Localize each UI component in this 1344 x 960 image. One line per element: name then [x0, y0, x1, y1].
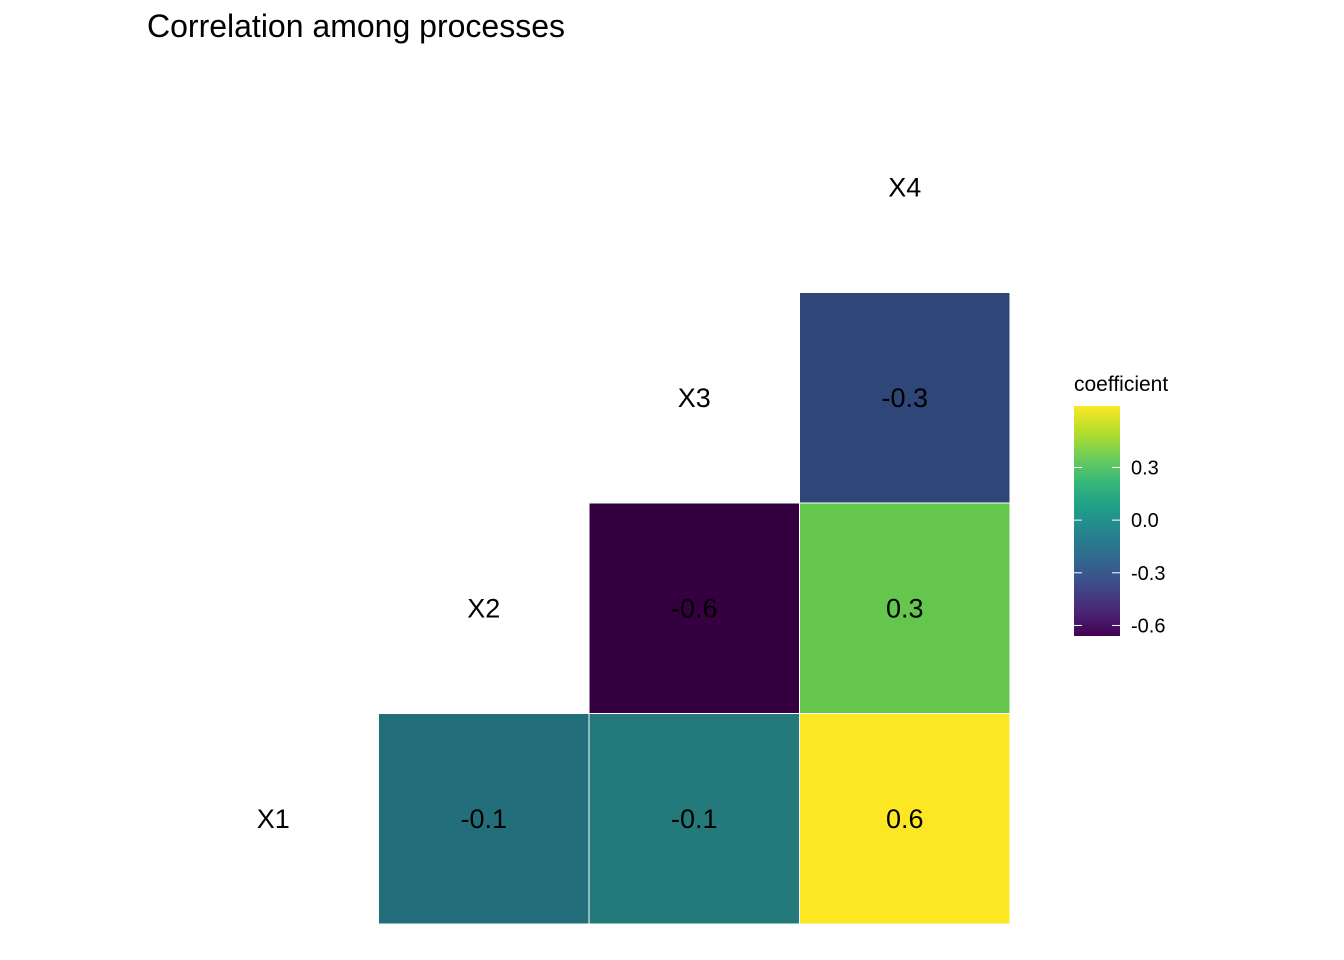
legend-title: coefficient — [1074, 373, 1168, 396]
cell-value-label: -0.6 — [671, 593, 718, 623]
heatmap-cell-x2-x3 — [588, 502, 800, 714]
cell-value-label: 0.6 — [886, 804, 924, 834]
color-legend: coefficient 0.3 0.0 -0.3 -0.6 — [1074, 373, 1168, 637]
cell-value-label: -0.1 — [671, 804, 718, 834]
legend-colorbar — [1074, 406, 1120, 636]
variable-label-x2: X2 — [467, 593, 500, 623]
heatmap-cell-labels: -0.1 -0.1 0.6 -0.6 0.3 -0.3 — [460, 383, 928, 834]
heatmap-cell-x3-x4 — [799, 292, 1011, 504]
variable-label-x4: X4 — [888, 172, 921, 202]
legend-tick-label: 0.3 — [1131, 457, 1159, 479]
legend-tick-label: 0.0 — [1131, 510, 1159, 532]
legend-tick-label: -0.6 — [1131, 615, 1165, 637]
variable-label-x3: X3 — [678, 383, 711, 413]
heatmap-cell-x1-x2 — [378, 713, 590, 925]
heatmap-cell-x2-x4 — [799, 502, 1011, 714]
cell-value-label: -0.3 — [881, 383, 928, 413]
variable-labels: X1 X2 X3 X4 — [257, 172, 922, 834]
variable-label-x1: X1 — [257, 804, 290, 834]
cell-value-label: 0.3 — [886, 593, 924, 623]
legend-tick-label: -0.3 — [1131, 563, 1165, 585]
heatmap-cells — [378, 292, 1011, 925]
chart-title: Correlation among processes — [147, 8, 565, 44]
heatmap-cell-x1-x4 — [799, 713, 1011, 925]
cell-value-label: -0.1 — [460, 804, 507, 834]
